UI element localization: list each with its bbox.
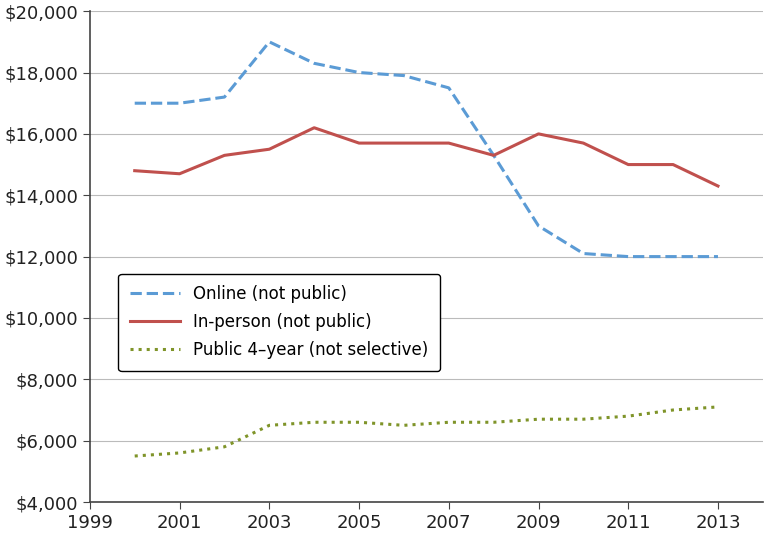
- Online (not public): [175, 100, 184, 107]
- Public 4–year (not selective): [669, 407, 678, 413]
- Online (not public): [220, 94, 229, 100]
- In-person (not public): [310, 124, 319, 131]
- Line: Online (not public): Online (not public): [135, 42, 718, 257]
- In-person (not public): [354, 140, 364, 146]
- Online (not public): [489, 152, 499, 159]
- Public 4–year (not selective): [534, 416, 543, 422]
- In-person (not public): [624, 161, 633, 168]
- Legend: Online (not public), In-person (not public), Public 4–year (not selective): Online (not public), In-person (not publ…: [118, 274, 440, 371]
- Online (not public): [579, 250, 588, 257]
- Public 4–year (not selective): [624, 413, 633, 419]
- Public 4–year (not selective): [175, 450, 184, 456]
- Online (not public): [624, 254, 633, 260]
- In-person (not public): [444, 140, 453, 146]
- Online (not public): [310, 60, 319, 66]
- Online (not public): [354, 69, 364, 76]
- Public 4–year (not selective): [713, 404, 723, 410]
- In-person (not public): [175, 170, 184, 177]
- Line: Public 4–year (not selective): Public 4–year (not selective): [135, 407, 718, 456]
- Online (not public): [534, 222, 543, 229]
- In-person (not public): [534, 131, 543, 137]
- In-person (not public): [220, 152, 229, 159]
- Online (not public): [444, 85, 453, 91]
- In-person (not public): [130, 167, 140, 174]
- Public 4–year (not selective): [265, 422, 274, 429]
- Public 4–year (not selective): [489, 419, 499, 426]
- In-person (not public): [713, 183, 723, 189]
- Public 4–year (not selective): [579, 416, 588, 422]
- Online (not public): [400, 72, 409, 79]
- In-person (not public): [489, 152, 499, 159]
- Public 4–year (not selective): [444, 419, 453, 426]
- In-person (not public): [400, 140, 409, 146]
- Online (not public): [713, 254, 723, 260]
- In-person (not public): [669, 161, 678, 168]
- Public 4–year (not selective): [220, 444, 229, 450]
- Online (not public): [130, 100, 140, 107]
- Online (not public): [669, 254, 678, 260]
- Public 4–year (not selective): [354, 419, 364, 426]
- Online (not public): [265, 39, 274, 45]
- In-person (not public): [579, 140, 588, 146]
- Public 4–year (not selective): [310, 419, 319, 426]
- In-person (not public): [265, 146, 274, 152]
- Line: In-person (not public): In-person (not public): [135, 128, 718, 186]
- Public 4–year (not selective): [400, 422, 409, 429]
- Public 4–year (not selective): [130, 453, 140, 459]
